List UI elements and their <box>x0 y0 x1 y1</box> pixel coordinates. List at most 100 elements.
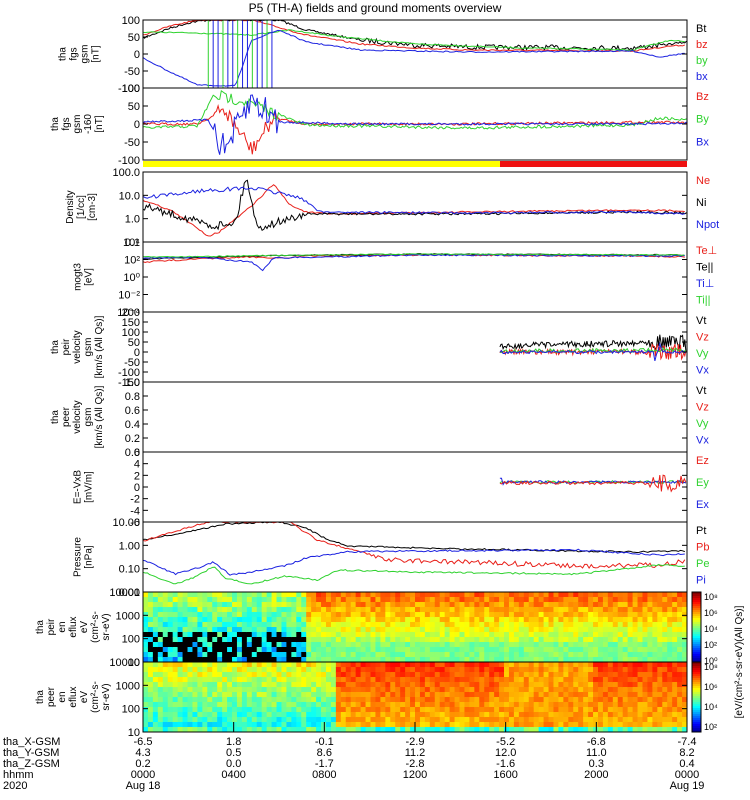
spec-cell <box>147 622 154 628</box>
spec-cell <box>330 627 337 633</box>
spec-cell <box>434 667 441 673</box>
spec-cell <box>340 667 347 673</box>
spec-cell <box>588 662 594 668</box>
spec-cell <box>444 612 451 618</box>
spec-cell <box>177 627 184 633</box>
spec-cell <box>227 667 233 673</box>
spec-cell <box>162 667 169 673</box>
spec-cell <box>256 657 263 663</box>
spec-cell <box>504 692 510 698</box>
spec-cell <box>311 697 317 703</box>
spec-cell <box>187 647 193 653</box>
spec-cell <box>489 687 495 693</box>
spec-cell <box>281 627 287 633</box>
spec-cell <box>553 617 559 623</box>
spec-cell <box>187 637 193 643</box>
spec-cell <box>627 652 634 658</box>
spec-cell <box>657 632 663 638</box>
spec-cell <box>558 677 564 683</box>
spec-cell <box>617 707 624 713</box>
spec-cell <box>182 687 189 693</box>
y-axis-label-line: [km/s (All Qs)] <box>94 315 105 378</box>
spec-cell <box>340 662 347 668</box>
spec-cell <box>617 677 624 683</box>
spec-cell <box>266 702 273 708</box>
spec-cell <box>523 707 530 713</box>
spec-cell <box>197 657 203 663</box>
spec-cell <box>533 627 540 633</box>
spec-cell <box>647 692 653 698</box>
spec-cell <box>395 677 401 683</box>
spec-cell <box>182 702 189 708</box>
spec-cell <box>583 627 589 633</box>
spec-cell <box>147 687 154 693</box>
spec-cell <box>395 647 401 653</box>
spec-cell <box>662 637 668 643</box>
spec-cell <box>182 707 189 713</box>
spec-cell <box>380 662 386 668</box>
spec-cell <box>335 632 342 638</box>
spec-cell <box>162 717 169 723</box>
spec-cell <box>504 712 510 718</box>
spec-cell <box>573 607 579 613</box>
spec-cell <box>316 632 322 638</box>
spec-cell <box>360 677 367 683</box>
spec-cell <box>152 657 159 663</box>
spec-cell <box>424 677 431 683</box>
spec-cell <box>405 622 411 628</box>
spec-cell <box>518 702 525 708</box>
spec-cell <box>558 667 564 673</box>
x-tick-label: -6.5 <box>134 736 153 748</box>
spec-cell <box>276 717 282 723</box>
spec-cell <box>202 652 208 658</box>
y-axis-label-line: mogt3 <box>73 263 84 291</box>
spec-cell <box>330 602 337 608</box>
spec-cell <box>360 632 367 638</box>
spec-cell <box>573 632 579 638</box>
spec-cell <box>355 632 362 638</box>
spec-cell <box>558 717 564 723</box>
spec-cell <box>177 702 184 708</box>
spec-cell <box>207 667 213 673</box>
spec-cell <box>424 642 431 648</box>
spec-cell <box>147 662 154 668</box>
spec-cell <box>266 612 273 618</box>
spec-cell <box>345 692 352 698</box>
spec-cell <box>311 692 317 698</box>
spec-cell <box>316 702 322 708</box>
spec-cell <box>508 647 515 653</box>
spec-cell <box>508 677 515 683</box>
spec-cell <box>296 687 302 693</box>
spec-cell <box>682 622 688 628</box>
spec-cell <box>593 622 599 628</box>
spec-cell <box>266 672 273 678</box>
spec-cell <box>232 652 238 658</box>
spec-cell <box>583 707 589 713</box>
spec-cell <box>597 722 604 728</box>
spec-cell <box>415 617 421 623</box>
spec-cell <box>568 687 574 693</box>
spec-cell <box>642 712 648 718</box>
spec-cell <box>424 702 431 708</box>
spec-cell <box>558 672 564 678</box>
spec-cell <box>167 687 174 693</box>
spec-cell <box>597 727 604 733</box>
spec-cell <box>588 722 594 728</box>
spec-cell <box>553 672 559 678</box>
spec-cell <box>682 722 688 728</box>
legend-entry: Bx <box>696 136 709 148</box>
spec-cell <box>157 622 164 628</box>
spec-cell <box>484 717 490 723</box>
spec-cell <box>415 687 421 693</box>
spec-cell <box>647 652 653 658</box>
spec-cell <box>256 667 263 673</box>
spec-cell <box>281 642 287 648</box>
spec-cell <box>321 597 327 603</box>
spec-cell <box>499 687 505 693</box>
spec-cell <box>662 652 668 658</box>
temp-tipar-line <box>142 253 685 258</box>
spec-cell <box>439 712 446 718</box>
spec-cell <box>528 597 535 603</box>
spec-cell <box>197 727 203 733</box>
spec-cell <box>474 612 480 618</box>
